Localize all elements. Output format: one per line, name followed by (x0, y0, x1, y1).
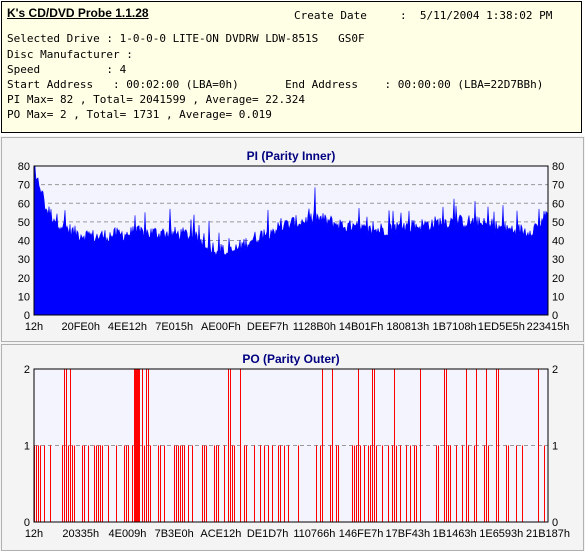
pi-chart-ytick-left: 40 (18, 236, 30, 248)
pi-chart-ytick-right: 20 (552, 273, 564, 285)
po-chart-ytick-right: 0 (552, 517, 558, 529)
pi-xtick: 12h (25, 321, 43, 333)
po-xtick: 1B1463h (433, 528, 477, 540)
pi-xtick: 180813h (386, 321, 429, 333)
pi-chart-ytick-right: 40 (552, 236, 564, 248)
po-xtick: 17BF43h (385, 528, 430, 540)
po-xtick: 4E009h (108, 528, 146, 540)
pi-chart-ytick-right: 70 (552, 180, 564, 192)
create-date-value: : 5/11/2004 1:38:02 PM (400, 9, 553, 22)
pi-xtick: 4EE12h (108, 321, 147, 333)
pi-chart-ytick-left: 20 (18, 273, 30, 285)
pi-xtick: 223415h (527, 321, 570, 333)
po-summary-line: PO Max= 2 , Total= 1731 , Average= 0.019 (7, 108, 272, 121)
pi-chart-ytick-left: 0 (24, 310, 30, 322)
address-line: Start Address : 00:02:00 (LBA=0h) End Ad… (7, 78, 544, 91)
pi-chart-ytick-right: 10 (552, 291, 564, 303)
pi-chart-ytick-right: 30 (552, 254, 564, 266)
po-chart-ytick-right: 2 (552, 364, 558, 376)
pi-chart-ytick-left: 10 (18, 291, 30, 303)
po-xtick: 12h (25, 528, 43, 540)
pi-plot-border (33, 165, 549, 316)
pi-xtick: 7E015h (155, 321, 193, 333)
pi-chart-ytick-right: 0 (552, 310, 558, 322)
po-xtick: 21B187h (526, 528, 570, 540)
pi-xtick: 20FE0h (61, 321, 100, 333)
po-plot-border (33, 368, 549, 523)
po-xtick: ACE12h (200, 528, 241, 540)
pi-chart-ytick-left: 70 (18, 180, 30, 192)
pi-xtick: 14B01Fh (339, 321, 384, 333)
pi-chart-ytick-left: 80 (18, 161, 30, 173)
app-title: K's CD/DVD Probe 1.1.28 (7, 6, 149, 20)
selected-drive-line: Selected Drive : 1-0-0-0 LITE-ON DVDRW L… (7, 32, 365, 45)
speed-line: Speed : 4 (7, 63, 127, 76)
disc-manufacturer-line: Disc Manufacturer : (7, 48, 133, 61)
pi-chart-ytick-left: 60 (18, 198, 30, 210)
chart-area: PI (Parity Inner) 0 0 10 10 20 20 30 30 40 40 50 50 6… (0, 136, 585, 551)
po-xtick: DE1D7h (247, 528, 289, 540)
pi-xtick: 1128B0h (293, 321, 336, 333)
po-xtick: 7B3E0h (155, 528, 194, 540)
pi-xtick: DEEF7h (247, 321, 289, 333)
pi-chart-ytick-right: 80 (552, 161, 564, 173)
pi-chart-ytick-left: 50 (18, 217, 30, 229)
pi-chart-title: PI (Parity Inner) (247, 149, 336, 163)
pi-series-area (33, 165, 549, 316)
po-chart-title: PO (Parity Outer) (242, 352, 339, 366)
pi-xtick: 1B7108h (433, 321, 477, 333)
po-xtick: 1E6593h (479, 528, 523, 540)
po-chart-ytick-right: 1 (552, 441, 558, 453)
po-xtick: 146FE7h (339, 528, 384, 540)
pi-xtick: 1ED5E5h (478, 321, 525, 333)
po-xtick: 110766h (293, 528, 335, 540)
po-chart-ytick-left: 1 (24, 441, 30, 453)
po-bar (134, 369, 140, 522)
pi-summary-line: PI Max= 82 , Total= 2041599 , Average= 2… (7, 93, 306, 106)
info-panel: K's CD/DVD Probe 1.1.28 Create Date : 5/… (1, 1, 582, 133)
pi-chart-ytick-right: 50 (552, 217, 564, 229)
po-xtick: 20335h (62, 528, 99, 540)
pi-xtick: AE00Fh (201, 321, 241, 333)
po-chart-ytick-left: 0 (24, 517, 30, 529)
pi-chart-ytick-right: 60 (552, 198, 564, 210)
po-chart-ytick-left: 2 (24, 364, 30, 376)
pi-chart-ytick-left: 30 (18, 254, 30, 266)
create-date-label: Create Date (294, 9, 367, 22)
